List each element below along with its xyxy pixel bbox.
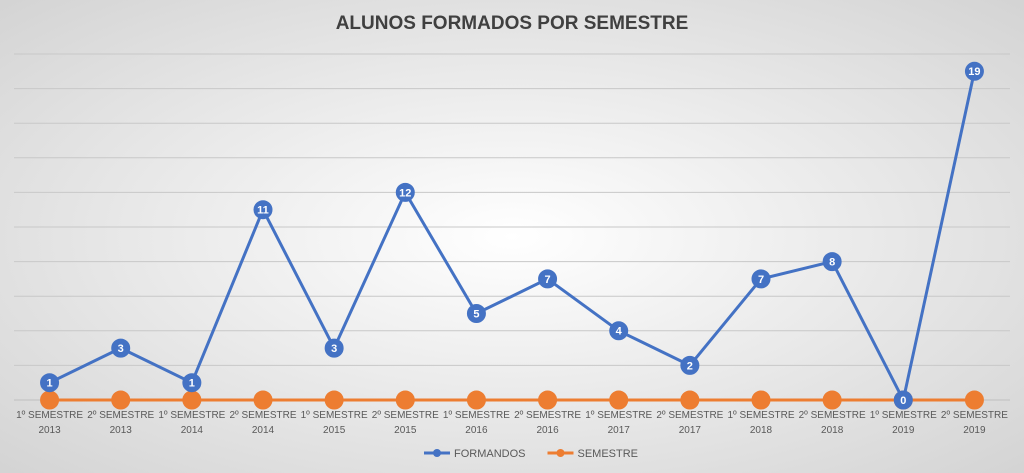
data-label: 7 xyxy=(545,274,551,286)
data-label: 2 xyxy=(687,360,693,372)
data-label: 4 xyxy=(616,326,623,338)
marker xyxy=(253,200,273,220)
x-tick-label: 1º SEMESTRE 2016 xyxy=(443,410,510,436)
marker xyxy=(609,390,629,410)
marker xyxy=(395,390,415,410)
marker xyxy=(40,390,60,410)
marker xyxy=(395,182,415,202)
marker xyxy=(964,390,984,410)
x-tick-label: 2º SEMESTRE 2015 xyxy=(372,410,439,436)
data-label: 5 xyxy=(473,308,479,320)
legend-marker xyxy=(433,449,441,457)
x-tick-label: 1º SEMESTRE 2018 xyxy=(727,410,794,436)
marker xyxy=(182,390,202,410)
marker xyxy=(182,373,202,393)
marker xyxy=(822,390,842,410)
marker xyxy=(538,390,558,410)
marker xyxy=(324,338,344,358)
x-tick-label: 1º SEMESTRE 2019 xyxy=(870,410,937,436)
data-label: 0 xyxy=(900,395,906,407)
marker xyxy=(680,355,700,375)
marker xyxy=(253,390,273,410)
x-tick-label: 2º SEMESTRE 2014 xyxy=(229,410,296,436)
data-label: 8 xyxy=(829,257,835,269)
data-label: 1 xyxy=(47,378,53,390)
data-label: 12 xyxy=(399,187,411,199)
x-tick-label: 2º SEMESTRE 2017 xyxy=(656,410,723,436)
x-tick-label: 1º SEMESTRE 2017 xyxy=(585,410,652,436)
marker xyxy=(111,338,131,358)
x-tick-label: 2º SEMESTRE 2013 xyxy=(87,410,154,436)
data-label: 3 xyxy=(118,343,124,355)
data-label: 7 xyxy=(758,274,764,286)
marker xyxy=(538,269,558,289)
x-tick-label: 1º SEMESTRE 2014 xyxy=(158,410,225,436)
marker xyxy=(751,390,771,410)
data-label: 1 xyxy=(189,378,195,390)
marker xyxy=(466,390,486,410)
marker xyxy=(822,252,842,272)
marker xyxy=(680,390,700,410)
marker xyxy=(40,373,60,393)
marker xyxy=(111,390,131,410)
legend-label: FORMANDOS xyxy=(454,448,526,460)
marker xyxy=(751,269,771,289)
x-tick-label: 1º SEMESTRE 2015 xyxy=(301,410,368,436)
data-label: 11 xyxy=(257,205,269,217)
data-label: 3 xyxy=(331,343,337,355)
x-tick-label: 2º SEMESTRE 2019 xyxy=(941,410,1008,436)
legend-marker xyxy=(556,449,565,457)
marker xyxy=(466,304,486,323)
legend-label: SEMESTRE xyxy=(578,448,639,460)
marker xyxy=(324,390,344,410)
x-tick-label: 1º SEMESTRE 2013 xyxy=(16,410,83,436)
data-label: 19 xyxy=(968,66,980,78)
marker xyxy=(964,61,984,81)
marker xyxy=(609,321,629,341)
x-tick-label: 2º SEMESTRE 2016 xyxy=(514,410,581,436)
marker xyxy=(893,390,913,410)
chart-title: ALUNOS FORMADOS POR SEMESTRE xyxy=(336,13,689,34)
series-line xyxy=(48,70,976,402)
x-tick-label: 2º SEMESTRE 2018 xyxy=(799,410,866,436)
